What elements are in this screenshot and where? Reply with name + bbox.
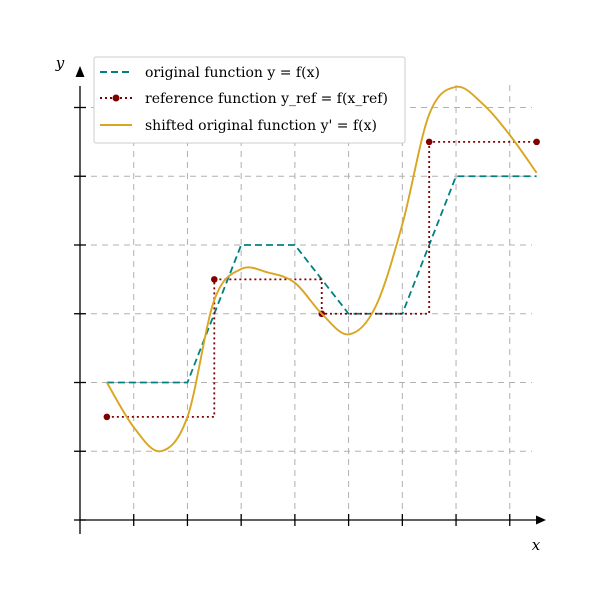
series-point-reference (103, 413, 111, 421)
legend-label-shifted: shifted original function y' = f(x) (145, 118, 377, 134)
series-point-reference (211, 276, 218, 283)
series-layer (103, 85, 540, 453)
axes (74, 66, 546, 534)
legend-box (93, 56, 406, 144)
legend-label-original: original function y = f(x) (145, 65, 320, 81)
series-line-original (106, 175, 537, 384)
x-axis-label: x (532, 536, 541, 554)
x-axis-arrow (536, 515, 546, 525)
legend-label-reference: reference function y_ref = f(x_ref) (145, 91, 388, 107)
legend: original function y = f(x) reference fun… (93, 56, 406, 144)
legend-marker-reference (112, 94, 120, 102)
series-line-shifted (106, 85, 538, 453)
series-point-reference (533, 138, 540, 146)
y-axis-arrow (75, 66, 85, 77)
series-point-reference (425, 138, 433, 146)
series-line-reference (106, 140, 537, 418)
grid (80, 85, 532, 520)
y-axis-label: y (55, 54, 65, 72)
